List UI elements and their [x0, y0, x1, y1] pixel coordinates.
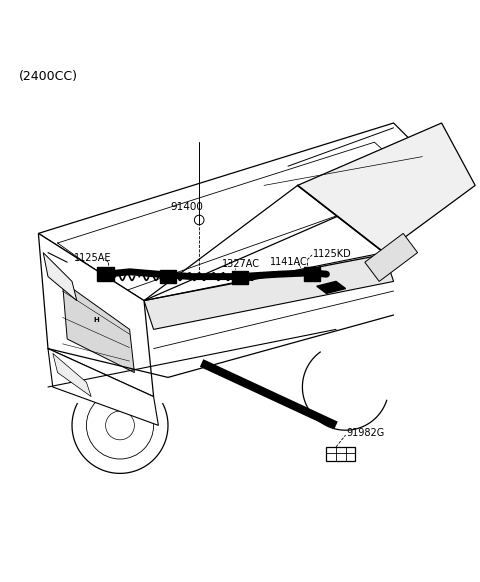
FancyBboxPatch shape: [232, 271, 248, 284]
Polygon shape: [38, 123, 442, 300]
FancyBboxPatch shape: [304, 268, 320, 281]
Polygon shape: [144, 253, 394, 329]
Text: (2400CC): (2400CC): [19, 70, 78, 83]
Text: H: H: [93, 317, 99, 323]
FancyBboxPatch shape: [97, 268, 114, 281]
Polygon shape: [38, 233, 154, 396]
Polygon shape: [298, 123, 475, 253]
FancyBboxPatch shape: [160, 270, 176, 283]
Text: 91982G: 91982G: [347, 428, 385, 438]
Text: 1125KD: 1125KD: [313, 249, 352, 259]
Polygon shape: [48, 349, 158, 425]
Polygon shape: [365, 233, 418, 282]
Text: 1125AE: 1125AE: [74, 253, 112, 264]
Polygon shape: [317, 282, 346, 293]
Polygon shape: [326, 447, 355, 462]
Text: 1327AC: 1327AC: [222, 259, 260, 269]
Polygon shape: [53, 353, 91, 396]
Text: 91400: 91400: [171, 202, 204, 212]
Text: 1141AC: 1141AC: [270, 257, 308, 267]
Polygon shape: [62, 282, 134, 372]
Polygon shape: [43, 253, 77, 300]
